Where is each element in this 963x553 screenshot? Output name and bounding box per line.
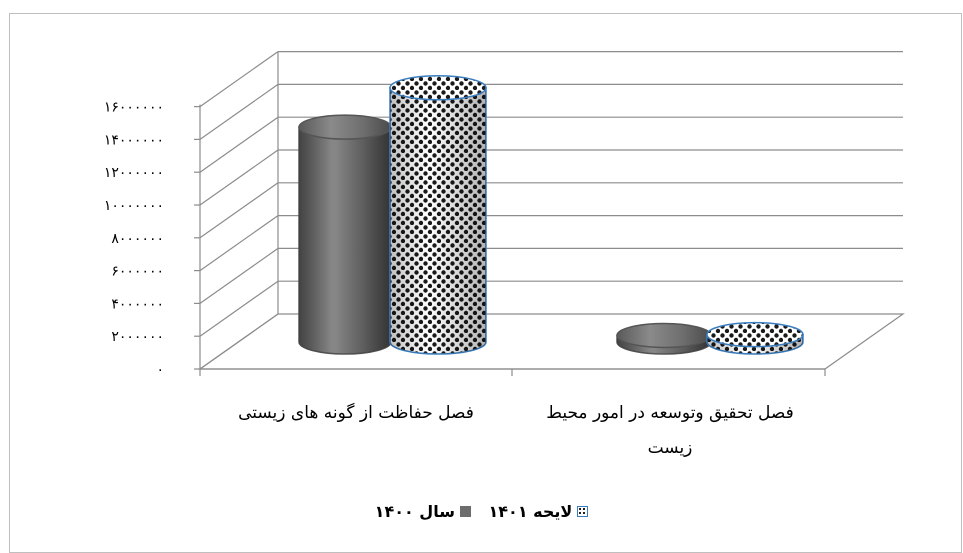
bars-layer <box>298 75 804 355</box>
y-tick-label: ۸۰۰۰۰۰۰ <box>111 231 164 247</box>
labels-layer: ۰ ۲۰۰۰۰۰۰ ۴۰۰۰۰۰۰ ۶۰۰۰۰۰۰ ۸۰۰۰۰۰۰ ۱۰۰۰۰۰۰۰ ۱۲۰… <box>104 100 794 458</box>
y-tick-label: ۲۰۰۰۰۰۰ <box>111 329 164 345</box>
grid-diagonal <box>199 247 279 304</box>
bar-1401-cat1 <box>389 75 487 355</box>
x-tick-label: فصل تحقیق وتوسعه در امور محیط <box>546 403 794 423</box>
legend-label-1400: سال ۱۴۰۰ <box>374 502 455 521</box>
bar-1401-cat2-top <box>706 321 804 348</box>
legend-item-1401: لایحه ۱۴۰۱ <box>489 502 589 521</box>
x-tick-label: زیست <box>648 438 693 458</box>
y-tick-label: ۴۰۰۰۰۰۰ <box>111 296 164 312</box>
y-tick-label: ۱۲۰۰۰۰۰۰ <box>104 165 164 181</box>
legend-swatch-1401 <box>577 506 589 517</box>
bar-1400-cat2 <box>616 322 712 355</box>
y-tick-label: ۱۰۰۰۰۰۰۰ <box>104 198 164 214</box>
grid-diagonal <box>199 51 279 108</box>
grid-diagonal <box>199 83 279 140</box>
grid-diagonal <box>199 215 279 272</box>
grid-diagonal <box>199 182 279 239</box>
y-tick-label: ۱۴۰۰۰۰۰۰ <box>104 132 164 148</box>
grid-diagonal <box>199 149 279 206</box>
legend-label-1401: لایحه ۱۴۰۱ <box>488 502 573 521</box>
grid-diagonal <box>199 280 279 337</box>
legend: لایحه ۱۴۰۱ سال ۱۴۰۰ <box>0 502 963 521</box>
bar-1400-cat2-top <box>616 322 712 349</box>
x-tick-label: فصل حفاظت از گونه های زیستی <box>238 402 474 423</box>
legend-item-1400: سال ۱۴۰۰ <box>375 502 471 521</box>
axis-layer <box>194 104 826 376</box>
bar-1400-cat1-top <box>298 114 392 140</box>
chart-plot: ۰ ۲۰۰۰۰۰۰ ۴۰۰۰۰۰۰ ۶۰۰۰۰۰۰ ۸۰۰۰۰۰۰ ۱۰۰۰۰۰۰۰ ۱۲۰… <box>104 50 905 458</box>
y-tick-label: ۰ <box>156 362 164 378</box>
bar-1400-cat1-shade <box>299 127 391 354</box>
legend-swatch-1400 <box>459 506 471 517</box>
bar-1401-cat1-shade <box>390 87 486 355</box>
bar-1401-cat2 <box>706 321 804 355</box>
y-tick-label: ۶۰۰۰۰۰۰ <box>111 264 164 280</box>
bar-1401-cat1-top <box>389 75 487 101</box>
y-tick-label: ۱۶۰۰۰۰۰۰ <box>104 100 164 116</box>
bar-1400-cat1 <box>298 114 392 355</box>
grid-diagonal <box>199 116 279 173</box>
